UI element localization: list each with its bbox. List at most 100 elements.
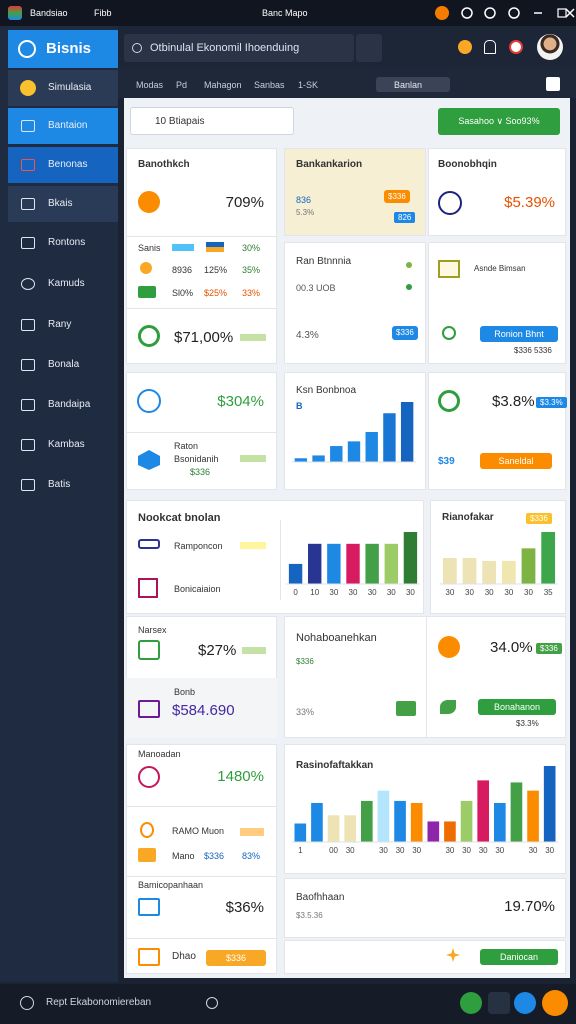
status-text: Rept Ekabonomiereban — [46, 997, 152, 1008]
card-title: Bonb — [174, 687, 196, 697]
status-icon — [20, 996, 34, 1010]
bar — [327, 543, 341, 584]
window-controls — [435, 6, 575, 20]
bar — [394, 800, 406, 842]
nav-item[interactable]: Bonala — [8, 347, 118, 383]
avatar[interactable] — [537, 34, 563, 60]
sync-icon[interactable] — [461, 7, 473, 19]
action-button[interactable] — [542, 990, 568, 1016]
divider — [426, 616, 427, 738]
x-tick-label: 30 — [504, 588, 513, 597]
maximize[interactable] — [557, 8, 567, 18]
tab[interactable]: Mahagon — [204, 80, 242, 90]
card-title: Ran Btnnnia — [296, 256, 352, 267]
nav-item[interactable]: Kambas — [8, 427, 118, 463]
coin-icon[interactable] — [458, 40, 472, 54]
card-button[interactable]: Bonahanon — [478, 699, 556, 715]
bar — [493, 802, 506, 842]
action-button[interactable] — [460, 992, 482, 1014]
row-label: Sl0% — [172, 288, 194, 298]
row — [126, 678, 277, 738]
action-button[interactable] — [514, 992, 536, 1014]
nav-item[interactable]: Simulasia — [8, 70, 118, 106]
timer-icon[interactable] — [484, 7, 496, 19]
alert-icon[interactable] — [509, 40, 523, 54]
x-tick-label: 30 — [445, 588, 454, 597]
row-value: $336 — [204, 851, 225, 861]
nav-item[interactable]: Rontons — [8, 225, 118, 261]
x-tick-label: 30 — [387, 588, 396, 597]
card-button[interactable]: Saneldal — [480, 453, 552, 469]
menu[interactable]: Fibb — [94, 8, 112, 18]
search-box[interactable]: Otbinulal Ekonomil Ihoenduing — [124, 34, 354, 62]
card-note: 5.3% — [296, 208, 315, 217]
bar — [501, 560, 516, 584]
x-tick-label: 30 — [346, 846, 355, 855]
chart: 30 30 30 30 30 35 — [440, 526, 558, 598]
card-button[interactable]: Ronion Bhnt — [480, 326, 558, 342]
bar — [543, 766, 556, 842]
icon — [138, 766, 160, 788]
icon — [440, 700, 456, 714]
divider — [126, 938, 277, 939]
icon — [138, 450, 160, 470]
bar-chart — [292, 402, 416, 463]
nav-item[interactable]: Batis — [8, 467, 118, 503]
card-title: Boonobhqin — [438, 159, 497, 170]
card-button[interactable]: $336 — [206, 950, 266, 966]
x-tick-label: 30 — [545, 846, 554, 855]
card-button[interactable]: Daniocan — [480, 949, 558, 965]
bar — [344, 815, 357, 842]
nav-icon — [21, 439, 35, 451]
x-tick-label: 35 — [544, 588, 553, 597]
filter-search[interactable]: 10 Btiapais — [130, 107, 294, 135]
tab[interactable]: Sanbas — [254, 80, 285, 90]
nav-icon — [21, 237, 35, 249]
status-dot — [406, 284, 412, 290]
checkbox[interactable] — [546, 77, 560, 91]
nav-item[interactable]: Kamuds — [8, 266, 118, 302]
x-tick-label: 1 — [298, 846, 303, 855]
icon — [438, 390, 460, 412]
nav-item[interactable]: Bandaipa — [8, 387, 118, 423]
card-value: $36% — [225, 899, 264, 916]
tab[interactable]: 1-SK — [298, 80, 319, 90]
tag — [240, 455, 266, 462]
row-label: 8936 — [172, 265, 193, 275]
action-button[interactable] — [488, 992, 510, 1014]
nav-item[interactable]: Rany — [8, 307, 118, 343]
bar — [427, 821, 440, 842]
close[interactable] — [565, 8, 575, 18]
flag — [206, 242, 224, 252]
chip[interactable]: Banlan — [376, 77, 450, 92]
card-title: Nohaboanehkan — [296, 632, 377, 644]
tag — [172, 244, 194, 251]
settings-icon[interactable] — [508, 7, 520, 19]
x-tick-label: 30 — [406, 588, 415, 597]
tag: 826 — [394, 212, 416, 223]
nav-item[interactable]: Bantaion — [8, 108, 118, 144]
icon — [138, 898, 160, 916]
x-tick-label: 10 — [310, 588, 319, 597]
card-value: $5.39% — [504, 194, 555, 211]
nav-icon — [20, 80, 36, 96]
bar — [294, 458, 308, 462]
tab[interactable]: Modas — [136, 80, 164, 90]
toolbar — [118, 68, 576, 98]
status-button[interactable] — [206, 997, 218, 1009]
nav-item[interactable]: Bkais — [8, 186, 118, 222]
search-button[interactable] — [356, 34, 382, 62]
filter-button[interactable]: Sasahoo ∨ Soo93% — [438, 108, 560, 135]
bar-chart: 0 10 30 30 30 30 30 — [286, 532, 420, 597]
bell-icon[interactable] — [484, 40, 496, 54]
card-value: 709% — [225, 194, 264, 211]
brand[interactable]: Bisnis — [8, 30, 118, 68]
bar — [377, 790, 390, 842]
bar — [477, 780, 490, 842]
card-value: $3.8% — [492, 393, 535, 410]
notify-icon[interactable] — [435, 6, 449, 20]
nav-item[interactable]: Benonas — [8, 147, 118, 183]
card-value: $27% — [198, 642, 237, 659]
tab[interactable]: Pd — [176, 80, 188, 90]
icon — [438, 260, 460, 278]
